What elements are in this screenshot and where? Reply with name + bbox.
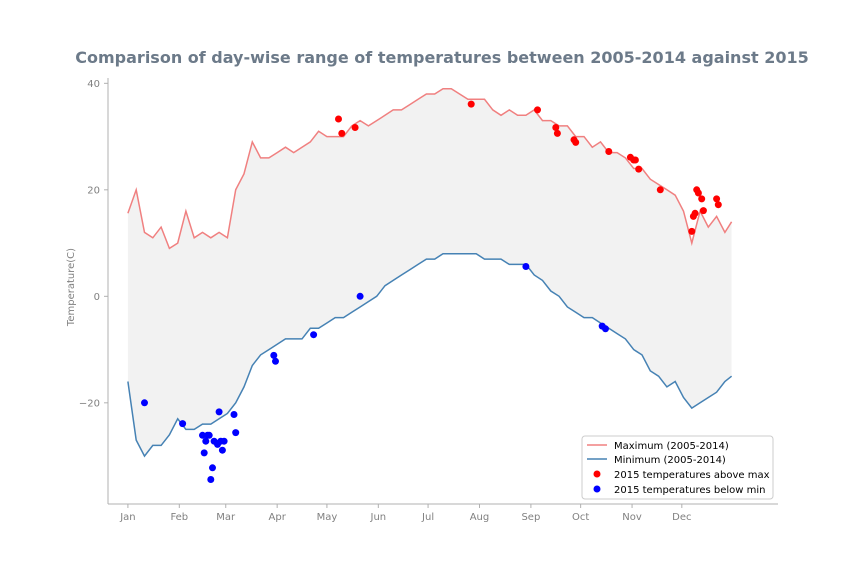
legend-label-maximum: Maximum (2005-2014) xyxy=(614,441,729,452)
legend-label-below-min: 2015 temperatures below min xyxy=(614,485,765,496)
scatter-point-below-min xyxy=(215,408,223,416)
scatter-point-below-min xyxy=(207,476,215,483)
scatter-point-below-min xyxy=(232,429,240,437)
scatter-point-below-min xyxy=(272,357,279,365)
scatter-point-above-max xyxy=(467,100,475,108)
scatter-point-below-min xyxy=(230,411,238,418)
y-tick-label: 20 xyxy=(87,185,100,196)
chart-title: Comparison of day-wise range of temperat… xyxy=(75,48,808,67)
scatter-point-below-min xyxy=(220,437,228,445)
x-tick-label: Jan xyxy=(119,512,135,523)
scatter-point-below-min xyxy=(522,263,530,270)
legend-swatch-above-max xyxy=(593,470,601,478)
scatter-point-below-min xyxy=(209,464,216,472)
series-line-maximum xyxy=(127,87,733,250)
y-tick-label: −20 xyxy=(79,398,100,409)
scatter-point-below-min xyxy=(602,325,609,333)
x-tick-label: Dec xyxy=(672,512,691,523)
x-tick-label: Nov xyxy=(622,512,642,523)
scatter-point-below-min xyxy=(270,351,278,359)
scatter-point-above-max xyxy=(631,156,639,164)
scatter-point-above-max xyxy=(335,115,342,123)
scatter-point-above-max xyxy=(635,165,643,173)
scatter-point-above-max xyxy=(534,106,541,114)
scatter-point-below-min xyxy=(310,331,318,339)
scatter-point-above-max xyxy=(552,124,560,131)
x-tick-label: Mar xyxy=(216,512,236,523)
scatter-point-below-min xyxy=(356,292,364,300)
scatter-point-above-max xyxy=(699,207,707,215)
scatter-point-above-max xyxy=(698,195,706,203)
legend-label-minimum: Minimum (2005-2014) xyxy=(614,455,726,466)
scatter-point-below-min xyxy=(141,399,148,407)
scatter-point-above-max xyxy=(694,189,702,197)
scatter-point-above-max xyxy=(691,209,699,217)
x-tick-label: Aug xyxy=(470,512,490,523)
x-tick-label: Jun xyxy=(370,512,387,523)
y-tick-label: 0 xyxy=(94,292,100,303)
scatter-point-below-min xyxy=(202,437,210,445)
scatter-point-above-max xyxy=(688,227,696,235)
scatter-point-below-min xyxy=(205,431,213,439)
scatter-point-above-max xyxy=(338,129,346,137)
scatter-point-below-min xyxy=(179,420,187,428)
x-tick-label: Feb xyxy=(170,512,188,523)
legend-box xyxy=(581,435,774,500)
scatter-point-above-max xyxy=(713,195,721,203)
x-tick-label: May xyxy=(317,512,338,523)
legend-swatch-below-min xyxy=(593,485,601,493)
plot-area xyxy=(127,87,733,483)
scatter-point-below-min xyxy=(199,431,206,439)
scatter-above-max xyxy=(335,100,722,235)
scatter-point-above-max xyxy=(714,201,722,209)
legend-label-above-max: 2015 temperatures above max xyxy=(614,470,770,481)
scatter-point-below-min xyxy=(200,449,208,457)
scatter-point-above-max xyxy=(572,138,580,146)
scatter-point-above-max xyxy=(351,124,359,131)
scatter-point-below-min xyxy=(218,446,226,454)
legend: Maximum (2005-2014) Minimum (2005-2014) … xyxy=(581,435,774,500)
x-axis-ticks: Jan Feb Mar Apr May Jun Jul Aug Sep Oct Nov Dec xyxy=(119,504,691,523)
scatter-point-above-max xyxy=(605,148,613,155)
y-tick-label: 40 xyxy=(87,79,100,90)
x-tick-label: Sep xyxy=(521,512,540,523)
x-tick-label: Jul xyxy=(421,512,434,523)
range-fill-area xyxy=(127,88,732,457)
scatter-below-min xyxy=(141,263,609,483)
y-axis-ticks: −20 0 20 40 xyxy=(79,79,108,409)
scatter-point-above-max xyxy=(553,129,561,137)
x-tick-label: Oct xyxy=(572,512,589,523)
scatter-point-above-max xyxy=(656,186,664,194)
y-axis-label: Temperature(C) xyxy=(66,248,77,327)
x-tick-label: Apr xyxy=(269,512,287,523)
series-line-minimum xyxy=(127,252,733,458)
